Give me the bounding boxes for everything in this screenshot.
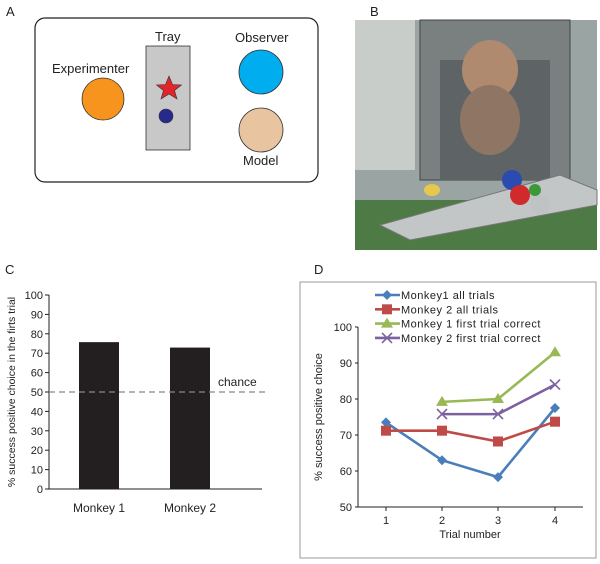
legend-marker bbox=[381, 317, 393, 328]
monkey-photo bbox=[355, 19, 598, 250]
bar-y-tick-label: 70 bbox=[31, 348, 43, 360]
bar-y-tick-label: 40 bbox=[31, 406, 43, 418]
data-point bbox=[549, 379, 561, 391]
data-point bbox=[492, 408, 504, 420]
line-x-tick-label: 1 bbox=[383, 515, 389, 527]
bar-1 bbox=[79, 342, 119, 489]
line-y-tick-label: 80 bbox=[340, 394, 352, 406]
line-x-tick-label: 4 bbox=[552, 515, 558, 527]
line-y-axis-title: % success positive choice bbox=[313, 353, 325, 481]
line-y-tick-label: 50 bbox=[340, 502, 352, 514]
chance-label: chance bbox=[218, 375, 257, 389]
bar-category-label: Monkey 2 bbox=[164, 501, 216, 515]
model-label: Model bbox=[243, 153, 279, 168]
bar-category-label: Monkey 1 bbox=[73, 501, 125, 515]
data-point bbox=[437, 425, 447, 436]
line-x-tick-label: 2 bbox=[439, 515, 445, 527]
legend-marker bbox=[382, 290, 392, 300]
data-point bbox=[549, 346, 561, 357]
legend-label: Monkey 2 all trials bbox=[401, 304, 499, 316]
bar-y-tick-label: 30 bbox=[31, 426, 43, 438]
ball-object bbox=[158, 108, 174, 124]
line-x-axis-title: Trial number bbox=[439, 529, 501, 541]
line-chart: % success positive choice Trial number 5… bbox=[313, 290, 583, 541]
legend-label: Monkey 1 first trial correct bbox=[401, 319, 541, 331]
bar-y-tick-label: 100 bbox=[25, 290, 43, 302]
data-point bbox=[493, 436, 503, 447]
series-line-2 bbox=[386, 420, 556, 443]
line-y-tick-label: 90 bbox=[340, 358, 352, 370]
legend-marker bbox=[382, 304, 392, 315]
panel-b-label: B bbox=[370, 4, 379, 19]
tray-label: Tray bbox=[155, 29, 181, 44]
data-point bbox=[381, 417, 391, 428]
experimenter-circle bbox=[81, 77, 125, 121]
panel-c-label: C bbox=[5, 262, 14, 277]
line-y-tick-label: 70 bbox=[340, 430, 352, 442]
data-point bbox=[436, 408, 448, 420]
bar-y-tick-label: 50 bbox=[31, 387, 43, 399]
bar-2 bbox=[170, 347, 210, 489]
bar-y-tick-label: 20 bbox=[31, 445, 43, 457]
data-point bbox=[381, 425, 391, 436]
bar-chart: % success positive choice in the firts t… bbox=[6, 290, 265, 515]
data-point bbox=[492, 393, 504, 403]
legend-label: Monkey1 all trials bbox=[401, 290, 495, 302]
series-line-1 bbox=[385, 407, 557, 479]
observer-label: Observer bbox=[235, 30, 289, 45]
line-y-tick-label: 60 bbox=[340, 466, 352, 478]
observer-circle bbox=[238, 49, 284, 95]
bar-y-axis-title: % success positive choice in the firts t… bbox=[6, 297, 18, 487]
bar-y-tick-label: 90 bbox=[31, 309, 43, 321]
panel-a-label: A bbox=[6, 4, 15, 19]
panel-d-label: D bbox=[314, 262, 323, 277]
line-x-tick-label: 3 bbox=[495, 515, 501, 527]
legend-marker bbox=[381, 332, 393, 344]
data-point bbox=[436, 395, 448, 406]
bar-y-tick-label: 60 bbox=[31, 368, 43, 380]
bar-y-tick-label: 0 bbox=[37, 484, 43, 496]
star-icon bbox=[155, 75, 183, 100]
bar-y-tick-label: 80 bbox=[31, 329, 43, 341]
data-point bbox=[550, 403, 560, 413]
data-point bbox=[550, 416, 560, 427]
line-y-tick-label: 100 bbox=[334, 322, 352, 334]
data-point bbox=[437, 455, 447, 466]
bar-y-tick-label: 10 bbox=[31, 465, 43, 477]
tray bbox=[145, 45, 191, 151]
legend-label: Monkey 2 first trial correct bbox=[401, 333, 541, 345]
model-circle bbox=[238, 107, 284, 153]
data-point bbox=[493, 472, 503, 483]
experimenter-label: Experimenter bbox=[52, 61, 130, 76]
